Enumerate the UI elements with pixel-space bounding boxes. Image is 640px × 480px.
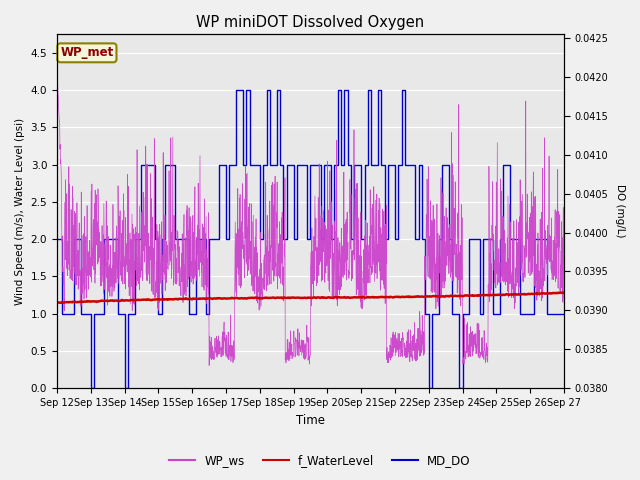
Y-axis label: DO (mg/L): DO (mg/L) — [615, 184, 625, 238]
Y-axis label: Wind Speed (m/s), Water Level (psi): Wind Speed (m/s), Water Level (psi) — [15, 118, 25, 305]
Title: WP miniDOT Dissolved Oxygen: WP miniDOT Dissolved Oxygen — [196, 15, 424, 30]
Legend: WP_ws, f_WaterLevel, MD_DO: WP_ws, f_WaterLevel, MD_DO — [164, 449, 476, 472]
X-axis label: Time: Time — [296, 414, 325, 427]
Text: WP_met: WP_met — [60, 47, 113, 60]
